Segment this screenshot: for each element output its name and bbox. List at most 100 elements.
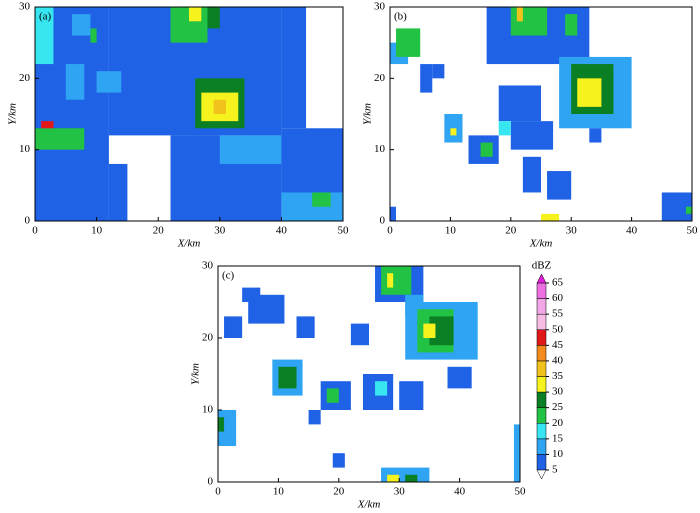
y-tick-label: 0 xyxy=(208,476,214,488)
axes-frame xyxy=(389,6,693,222)
panel-label: (c) xyxy=(222,270,235,282)
x-tick-label: 40 xyxy=(626,225,638,237)
reflectivity-cell xyxy=(516,7,523,22)
colorbar-tick-label: 35 xyxy=(552,370,564,382)
colorbar-tick-label: 60 xyxy=(552,292,564,304)
colorbar-tick-label: 45 xyxy=(552,339,564,351)
reflectivity-cell xyxy=(510,7,548,36)
reflectivity-cell xyxy=(90,28,97,43)
reflectivity-cell xyxy=(96,71,122,93)
y-tick-label: 0 xyxy=(380,215,386,227)
reflectivity-cell xyxy=(513,424,520,482)
reflectivity-cell xyxy=(296,316,315,338)
y-tick-label: 30 xyxy=(374,1,386,13)
reflectivity-cell xyxy=(420,64,433,93)
colorbar-tick-label: 25 xyxy=(552,401,564,413)
colorbar-tick-label: 50 xyxy=(552,323,564,335)
colorbar-segment xyxy=(536,329,547,346)
x-tick-label: 30 xyxy=(566,225,578,237)
colorbar-segment xyxy=(536,282,547,299)
x-tick-label: 0 xyxy=(215,486,221,498)
x-tick-label: 50 xyxy=(687,225,699,237)
reflectivity-cell xyxy=(332,453,345,468)
x-tick-label: 10 xyxy=(91,225,103,237)
reflectivity-cell xyxy=(498,121,511,136)
reflectivity-cell xyxy=(35,128,85,150)
colorbar-tick-label: 5 xyxy=(552,464,558,476)
x-tick-label: 40 xyxy=(454,486,466,498)
y-tick-label: 20 xyxy=(374,72,386,84)
x-tick-label: 20 xyxy=(153,225,165,237)
reflectivity-cell xyxy=(541,213,560,221)
reflectivity-cell xyxy=(278,366,297,389)
reflectivity-cell xyxy=(281,7,307,129)
y-tick-label: 20 xyxy=(19,72,31,84)
x-axis-label: X/km xyxy=(529,238,553,250)
colorbar-tick-label: 20 xyxy=(552,417,564,429)
reflectivity-cell xyxy=(547,171,572,200)
reflectivity-cell xyxy=(375,381,388,396)
x-tick-label: 0 xyxy=(387,225,393,237)
reflectivity-cell xyxy=(207,7,220,29)
reflectivity-cell xyxy=(685,206,692,214)
colorbar-segment xyxy=(536,438,547,455)
axes-frame xyxy=(34,6,344,222)
axes-frame xyxy=(217,265,521,483)
y-tick-label: 0 xyxy=(25,215,31,227)
reflectivity-cell xyxy=(242,287,261,302)
reflectivity-cell xyxy=(41,121,54,129)
reflectivity-cell xyxy=(432,64,445,79)
reflectivity-cell xyxy=(447,366,472,389)
x-tick-label: 40 xyxy=(276,225,288,237)
colorbar-tick-label: 15 xyxy=(552,432,564,444)
reflectivity-cell xyxy=(405,474,418,482)
colorbar-tick-label: 55 xyxy=(552,308,564,320)
colorbar-segment xyxy=(536,423,547,440)
colorbar-title: dBZ xyxy=(532,260,552,272)
colorbar-segment xyxy=(536,360,547,377)
colorbar-under xyxy=(536,469,547,480)
reflectivity-cell xyxy=(399,381,424,410)
colorbar-segment xyxy=(536,313,547,330)
reflectivity-cell xyxy=(189,7,202,22)
y-tick-label: 10 xyxy=(19,143,31,155)
reflectivity-cell xyxy=(510,121,554,150)
reflectivity-cell xyxy=(387,273,394,288)
x-tick-label: 0 xyxy=(32,225,38,237)
reflectivity-cell xyxy=(390,206,397,221)
reflectivity-cell xyxy=(522,156,541,193)
colorbar-segment xyxy=(536,391,547,408)
x-tick-label: 10 xyxy=(445,225,457,237)
reflectivity-cell xyxy=(350,323,369,346)
reflectivity-cell xyxy=(35,7,54,65)
reflectivity-cell xyxy=(396,28,421,57)
reflectivity-cell xyxy=(308,410,321,425)
reflectivity-cell xyxy=(423,323,436,338)
x-tick-label: 20 xyxy=(333,486,345,498)
y-tick-label: 30 xyxy=(202,260,214,272)
colorbar-tick-label: 40 xyxy=(552,354,564,366)
x-tick-label: 10 xyxy=(273,486,285,498)
x-tick-label: 30 xyxy=(214,225,226,237)
reflectivity-cell xyxy=(219,135,282,164)
colorbar-segment xyxy=(536,298,547,315)
y-axis-label: Y/km xyxy=(7,103,19,125)
x-tick-label: 50 xyxy=(338,225,350,237)
x-tick-label: 20 xyxy=(505,225,517,237)
y-tick-label: 10 xyxy=(374,143,386,155)
colorbar-segment xyxy=(536,407,547,424)
colorbar-tick-label: 65 xyxy=(552,277,564,289)
colorbar-tick-label: 30 xyxy=(552,386,564,398)
reflectivity-cell xyxy=(387,474,400,482)
y-tick-label: 20 xyxy=(202,332,214,344)
reflectivity-cell xyxy=(65,64,85,100)
colorbar-segment xyxy=(536,345,547,362)
reflectivity-cell xyxy=(381,266,412,295)
reflectivity-cell xyxy=(326,388,339,403)
reflectivity-cell xyxy=(480,142,493,157)
reflectivity-cell xyxy=(577,78,602,107)
reflectivity-cell xyxy=(312,192,331,207)
x-axis-label: X/km xyxy=(177,238,201,250)
panel-label: (b) xyxy=(394,11,407,23)
